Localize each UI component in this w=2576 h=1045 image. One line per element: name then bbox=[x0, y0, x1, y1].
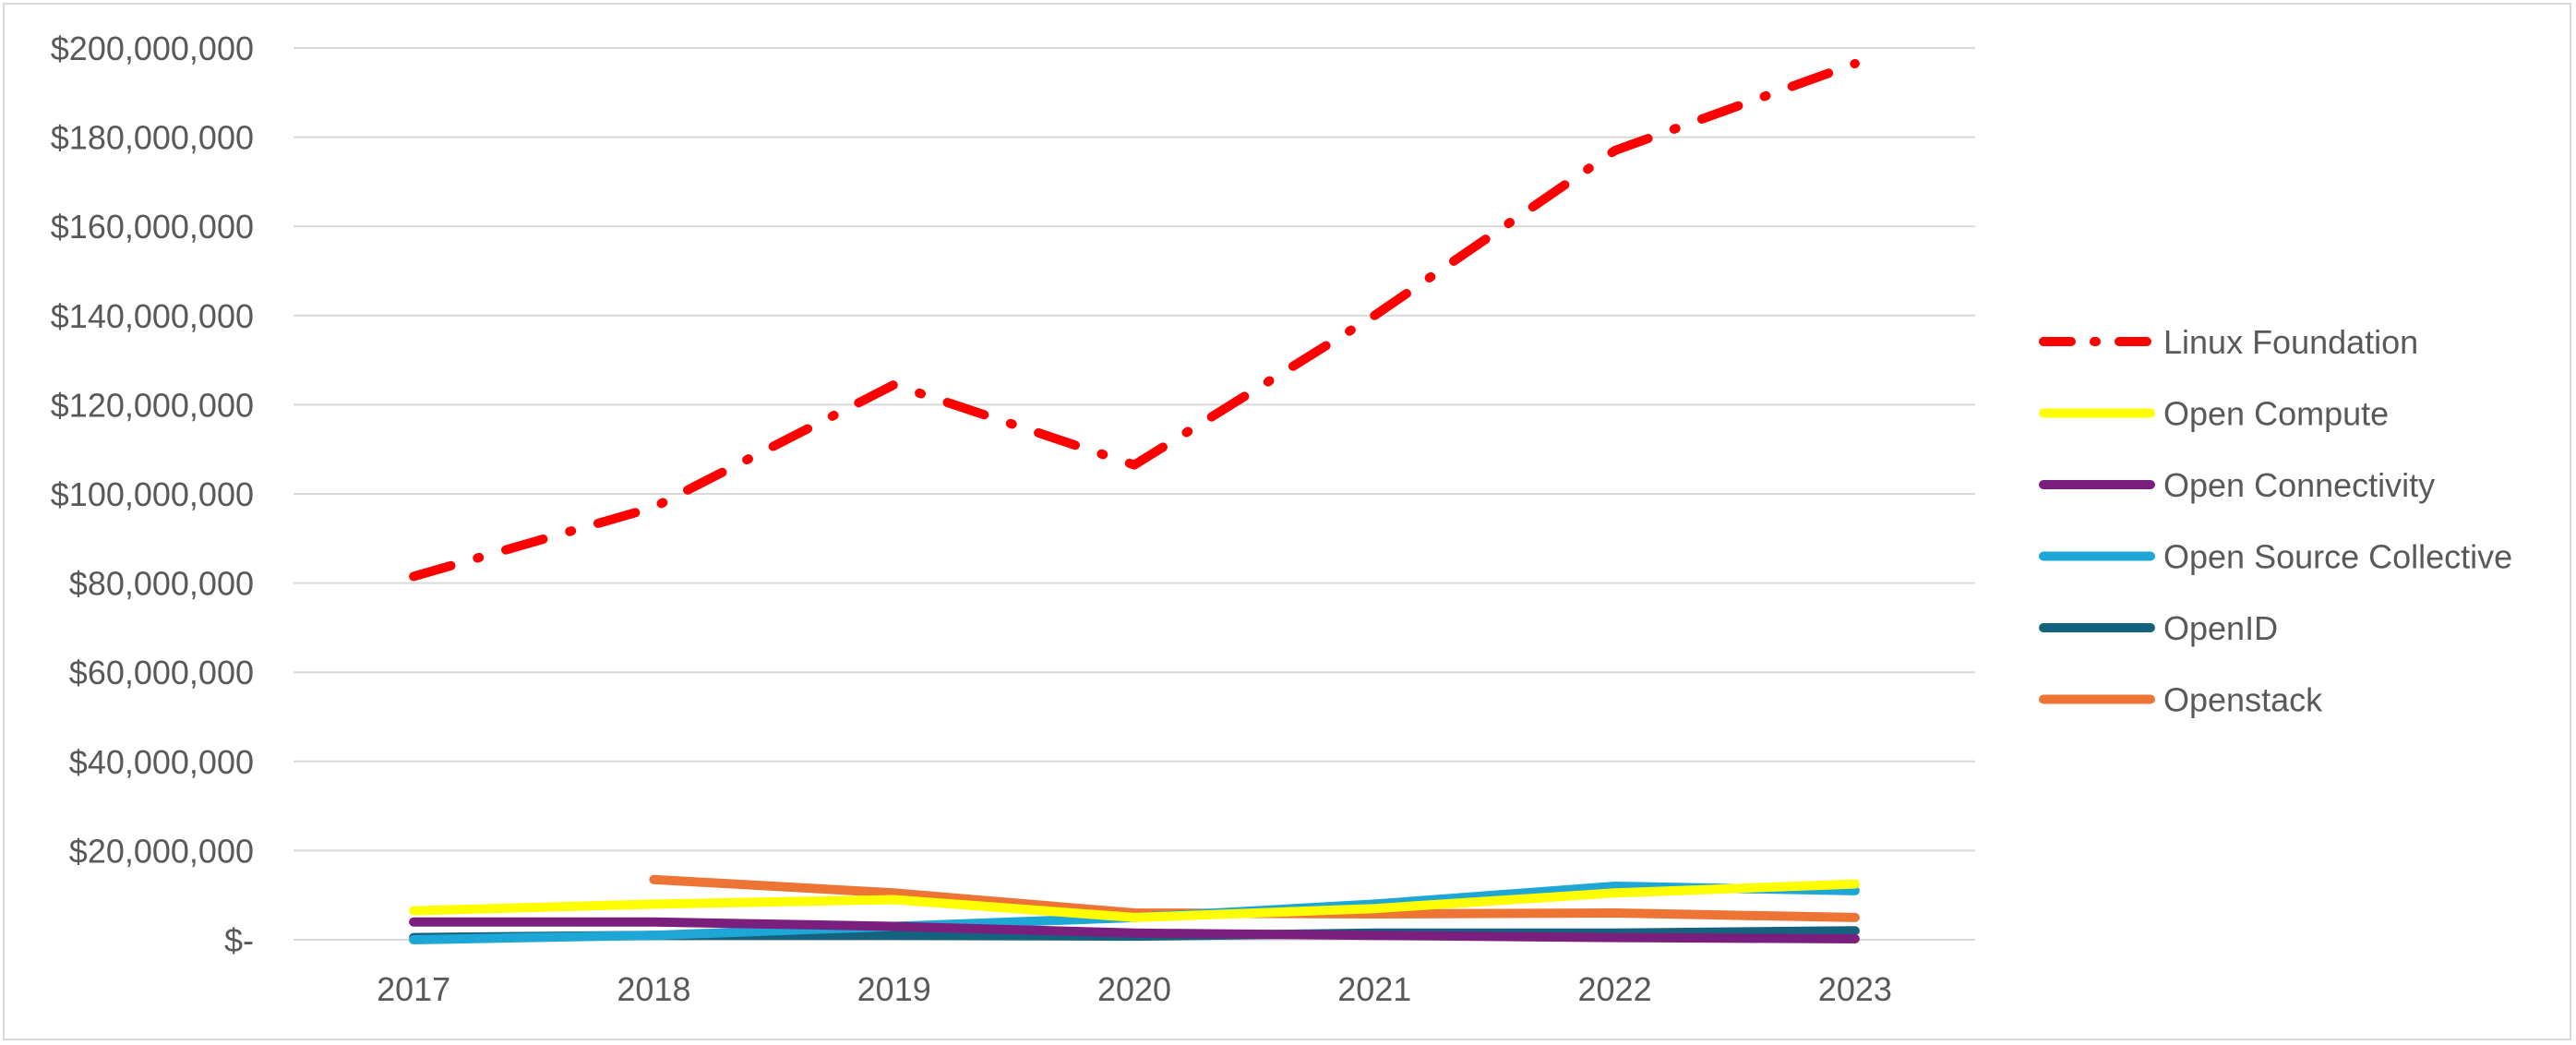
y-tick-label: $40,000,000 bbox=[69, 743, 254, 781]
y-tick-label: $60,000,000 bbox=[69, 654, 254, 691]
legend-label: Open Source Collective bbox=[2163, 538, 2512, 576]
legend-label: Open Connectivity bbox=[2163, 466, 2435, 504]
y-axis-tick-labels: $- $20,000,000 $40,000,000 $60,000,000 $80,0… bbox=[51, 30, 254, 959]
y-tick-label: $80,000,000 bbox=[69, 565, 254, 603]
legend-label: Openstack bbox=[2163, 681, 2323, 719]
y-tick-label: $20,000,000 bbox=[69, 832, 254, 870]
y-tick-label: $200,000,000 bbox=[51, 30, 254, 67]
x-tick-label: 2017 bbox=[377, 970, 450, 1008]
x-tick-label: 2018 bbox=[617, 970, 690, 1008]
x-tick-label: 2023 bbox=[1818, 970, 1892, 1008]
y-tick-label: $120,000,000 bbox=[51, 386, 254, 424]
legend-label: Open Compute bbox=[2163, 395, 2389, 433]
series-lines bbox=[413, 64, 1855, 940]
y-tick-label: $160,000,000 bbox=[51, 208, 254, 246]
y-tick-label: $100,000,000 bbox=[51, 475, 254, 513]
y-tick-label: $180,000,000 bbox=[51, 119, 254, 157]
series-line-linux-foundation bbox=[413, 64, 1855, 577]
legend: Linux Foundation Open Compute Open Connect… bbox=[2043, 323, 2512, 719]
gridlines bbox=[294, 48, 1975, 940]
x-tick-label: 2019 bbox=[857, 970, 931, 1008]
legend-label: Linux Foundation bbox=[2163, 323, 2418, 361]
y-tick-label: $- bbox=[224, 921, 254, 959]
x-axis-tick-labels: 2017 2018 2019 2020 2021 2022 2023 bbox=[377, 970, 1892, 1008]
x-tick-label: 2020 bbox=[1097, 970, 1171, 1008]
y-tick-label: $140,000,000 bbox=[51, 297, 254, 335]
x-tick-label: 2021 bbox=[1337, 970, 1411, 1008]
legend-label: OpenID bbox=[2163, 609, 2278, 647]
x-tick-label: 2022 bbox=[1578, 970, 1652, 1008]
